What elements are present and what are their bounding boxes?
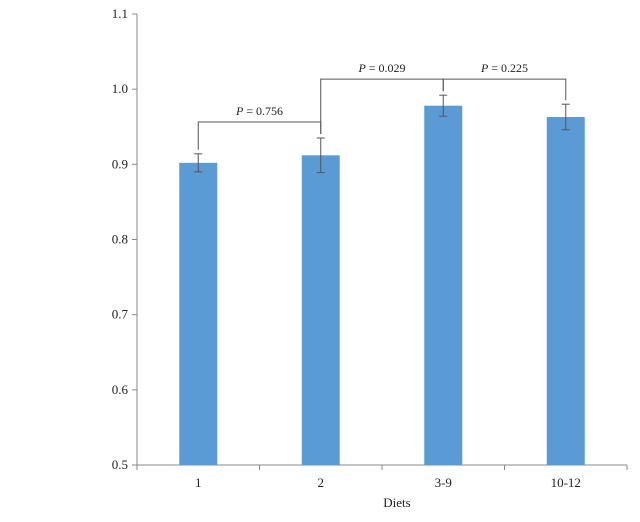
x-tick-label: 10-12	[551, 475, 581, 490]
p-value-label: P = 0.756	[235, 104, 283, 118]
bar	[301, 155, 340, 465]
significance-bracket	[197, 121, 322, 150]
bar	[179, 162, 218, 465]
p-symbol: P	[480, 61, 489, 75]
significance-bracket	[442, 78, 567, 101]
y-tick-label: 0.8	[112, 232, 128, 247]
bar	[546, 116, 585, 465]
error-bars	[194, 94, 570, 174]
p-value-label: P = 0.225	[480, 61, 528, 75]
x-axis-title: Diets	[383, 495, 410, 510]
p-value: = 0.756	[243, 104, 283, 118]
y-tick-label: 1.1	[112, 6, 128, 21]
p-symbol: P	[235, 104, 244, 118]
y-tick-label: 1.0	[112, 81, 128, 96]
y-tick-label: 0.7	[112, 307, 129, 322]
p-value: = 0.029	[366, 61, 406, 75]
p-symbol: P	[357, 61, 366, 75]
y-tick-label: 0.6	[112, 382, 129, 397]
bars	[179, 105, 585, 465]
x-tick-label: 2	[318, 475, 325, 490]
x-tick-label: 3-9	[435, 475, 452, 490]
p-value-label: P = 0.029	[357, 61, 405, 75]
x-axis: 1 2 3-9 10-12	[136, 464, 628, 490]
bar	[424, 105, 463, 465]
y-axis: 0.5 0.6 0.7 0.8 0.9 1.0 1.1	[112, 6, 138, 472]
y-tick-label: 0.9	[112, 156, 128, 171]
x-tick-label: 1	[195, 475, 202, 490]
p-value: = 0.225	[488, 61, 528, 75]
y-tick-label: 0.5	[112, 457, 128, 472]
